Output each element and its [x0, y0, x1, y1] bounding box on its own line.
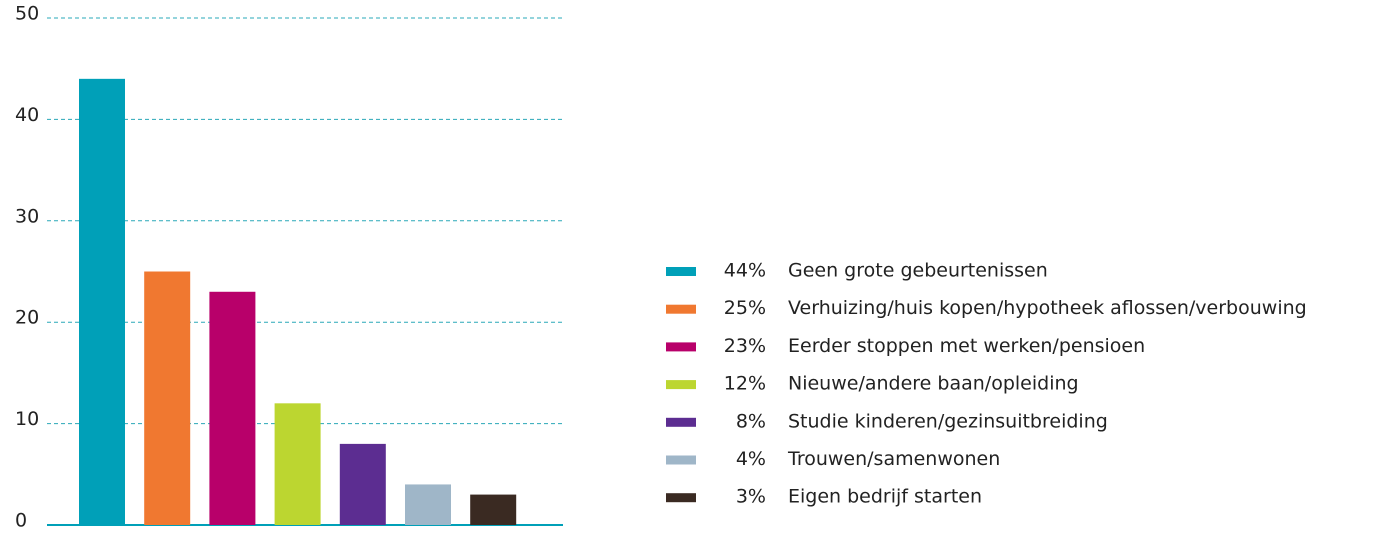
bar — [209, 291, 256, 525]
legend-value: 44% — [724, 260, 766, 282]
y-tick-label: 50 — [15, 3, 39, 25]
legend-value: 4% — [736, 448, 766, 470]
legend-swatch — [666, 342, 696, 352]
y-tick-label: 40 — [15, 104, 39, 126]
bar — [144, 271, 191, 525]
bar — [470, 494, 517, 525]
legend-value: 8% — [736, 410, 766, 432]
y-tick-label: 20 — [15, 307, 39, 329]
legend-swatch — [666, 455, 696, 465]
y-tick-label: 10 — [15, 408, 39, 430]
y-tick-label: 30 — [15, 205, 39, 227]
legend-value: 25% — [724, 297, 766, 319]
legend-swatch — [666, 267, 696, 276]
y-tick-label: 0 — [15, 510, 27, 532]
bar — [79, 78, 125, 525]
legend-label: Eerder stoppen met werken/pensioen — [788, 335, 1145, 357]
bar — [339, 443, 386, 525]
legend-swatch — [666, 304, 696, 314]
legend-label: Geen grote gebeurtenissen — [788, 260, 1048, 282]
legend-value: 12% — [724, 373, 766, 395]
legend-swatch — [666, 417, 696, 427]
legend-value: 3% — [736, 486, 766, 508]
legend-label: Trouwen/samenwonen — [787, 448, 1000, 470]
legend-swatch — [666, 380, 696, 390]
legend-label: Verhuizing/huis kopen/hypotheek aflossen… — [788, 297, 1307, 319]
legend-label: Eigen bedrijf starten — [788, 486, 982, 508]
legend-label: Studie kinderen/gezinsuitbreiding — [788, 410, 1108, 432]
legend-value: 23% — [724, 335, 766, 357]
legend-swatch — [666, 493, 696, 503]
bar — [405, 484, 451, 525]
bar — [274, 403, 321, 525]
legend-label: Nieuwe/andere baan/opleiding — [788, 373, 1079, 395]
